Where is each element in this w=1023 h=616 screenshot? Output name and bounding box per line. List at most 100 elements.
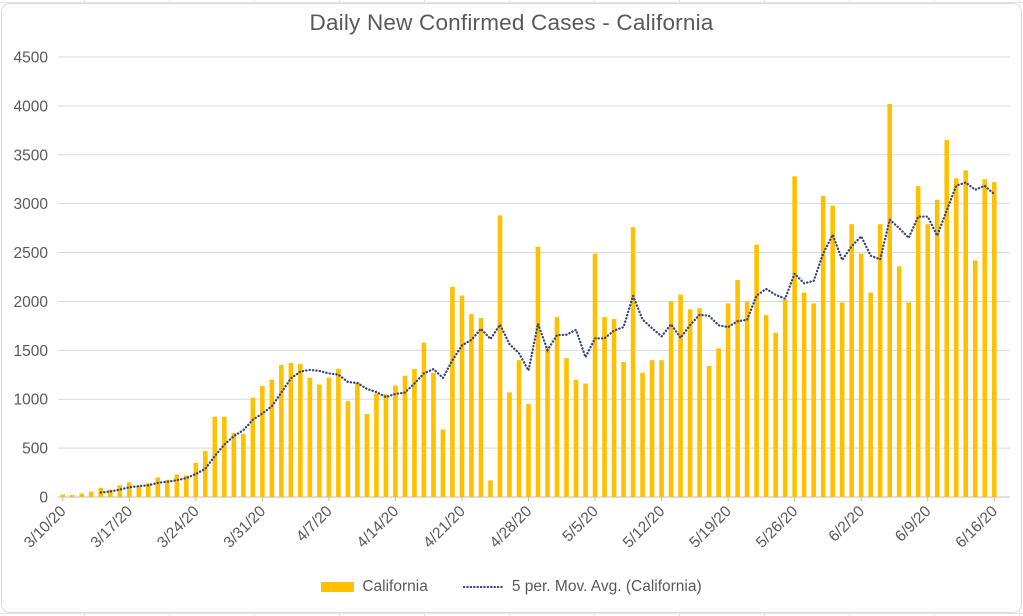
bar-california[interactable] [364, 413, 370, 497]
bar-california[interactable] [269, 379, 275, 497]
bar-california[interactable] [431, 372, 436, 497]
bar-california[interactable] [298, 364, 303, 497]
bar-california[interactable] [773, 332, 778, 497]
bar-california[interactable] [687, 309, 693, 497]
bar-california[interactable] [126, 482, 132, 497]
bar-california[interactable] [288, 363, 294, 497]
bar-california[interactable] [440, 429, 446, 497]
bar-california[interactable] [241, 433, 246, 497]
bar-california[interactable] [811, 303, 816, 497]
bar-california[interactable] [706, 365, 712, 497]
bar-california[interactable] [678, 294, 683, 497]
bar-california[interactable] [355, 382, 360, 497]
bar-california[interactable] [184, 475, 189, 497]
bar-california[interactable] [145, 483, 151, 497]
bar-california[interactable] [592, 253, 598, 497]
bar-california[interactable] [107, 489, 113, 497]
bar-california[interactable] [193, 462, 199, 497]
bar-california[interactable] [906, 302, 912, 497]
bar-california[interactable] [697, 308, 702, 497]
bar-california[interactable] [659, 360, 664, 497]
legend-entry-moving-average[interactable]: 5 per. Mov. Avg. (California) [462, 578, 702, 596]
bar-california[interactable] [611, 319, 617, 497]
bar-california[interactable] [621, 362, 626, 497]
bar-california[interactable] [383, 394, 389, 497]
bar-california[interactable] [412, 368, 417, 497]
bar-california[interactable] [839, 302, 845, 497]
bar-california[interactable] [174, 474, 180, 497]
bar-california[interactable] [507, 392, 512, 497]
bar-california[interactable] [488, 480, 493, 497]
bar-california[interactable] [554, 317, 560, 497]
bar-california[interactable] [820, 195, 826, 497]
bar-california[interactable] [896, 266, 902, 497]
bar-california[interactable] [887, 103, 892, 497]
bar-california[interactable] [735, 279, 740, 497]
bar-california[interactable] [459, 295, 465, 497]
bar-california[interactable] [69, 495, 75, 497]
bar-california[interactable] [668, 301, 674, 497]
bar-california[interactable] [307, 377, 313, 497]
bar-california[interactable] [649, 360, 655, 497]
bar-california[interactable] [915, 186, 921, 498]
bar-california[interactable] [317, 384, 322, 497]
bar-california[interactable] [155, 477, 161, 497]
bar-california[interactable] [374, 393, 379, 497]
bar-california[interactable] [203, 451, 208, 497]
bar-california[interactable] [117, 485, 123, 497]
bar-california[interactable] [754, 244, 759, 497]
bar-california[interactable] [60, 494, 66, 497]
bar-california[interactable] [716, 348, 721, 497]
bar-california[interactable] [526, 404, 531, 497]
bar-california[interactable] [279, 365, 284, 497]
bar-california[interactable] [744, 301, 750, 497]
bar-california[interactable] [583, 383, 588, 497]
bar-california[interactable] [535, 246, 541, 497]
bar-california[interactable] [925, 224, 931, 497]
bar-california[interactable] [763, 315, 769, 497]
bar-california[interactable] [222, 416, 227, 497]
bar-california[interactable] [602, 317, 607, 497]
bar-california[interactable] [963, 170, 969, 497]
bar-california[interactable] [421, 342, 427, 497]
bar-california[interactable] [326, 377, 332, 497]
bar-california[interactable] [972, 260, 978, 497]
bar-california[interactable] [564, 358, 569, 497]
bar-california[interactable] [991, 182, 997, 497]
bar-california[interactable] [250, 397, 256, 497]
bar-california[interactable] [953, 178, 959, 497]
bar-california[interactable] [792, 176, 797, 498]
bar-california[interactable] [545, 347, 550, 497]
bar-california[interactable] [336, 368, 341, 497]
bar-california[interactable] [478, 318, 484, 497]
bar-california[interactable] [725, 303, 731, 497]
bar-california[interactable] [260, 386, 265, 497]
bar-california[interactable] [79, 493, 85, 497]
bar-california[interactable] [630, 227, 636, 497]
bar-california[interactable] [868, 292, 873, 497]
bar-california[interactable] [516, 360, 522, 497]
bar-california[interactable] [231, 432, 237, 497]
bar-california[interactable] [782, 299, 788, 497]
bar-california[interactable] [640, 372, 645, 497]
bar-california[interactable] [801, 292, 807, 497]
legend-entry-california[interactable]: California [321, 578, 428, 596]
bar-california[interactable] [497, 215, 503, 497]
bar-california[interactable] [858, 253, 864, 497]
bar-california[interactable] [573, 379, 579, 497]
bar-california[interactable] [345, 401, 351, 497]
bar-california[interactable] [849, 224, 854, 497]
bar-california[interactable] [944, 140, 950, 497]
bar-california[interactable] [877, 224, 883, 497]
moving-average-line[interactable] [99, 181, 996, 494]
bar-california[interactable] [469, 314, 474, 497]
bar-california[interactable] [450, 286, 455, 497]
bar-california[interactable] [934, 199, 940, 497]
bar-california[interactable] [830, 205, 835, 497]
bar-california[interactable] [136, 485, 142, 497]
bar-california[interactable] [402, 375, 408, 497]
bar-california[interactable] [393, 385, 398, 497]
bar-california[interactable] [982, 179, 988, 497]
bar-california[interactable] [165, 479, 170, 497]
bar-california[interactable] [88, 491, 94, 497]
